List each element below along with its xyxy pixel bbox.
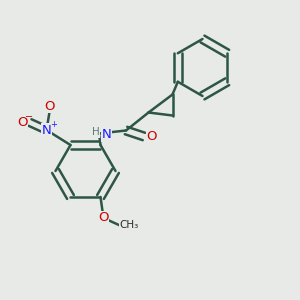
Text: H: H (92, 127, 100, 137)
Text: O: O (98, 212, 109, 224)
Text: N: N (42, 124, 51, 136)
Text: N: N (102, 128, 111, 142)
Text: CH₃: CH₃ (119, 220, 139, 230)
Text: O: O (146, 130, 157, 143)
Text: −: − (25, 112, 33, 122)
Text: O: O (44, 100, 55, 112)
Text: +: + (50, 120, 56, 129)
Text: O: O (17, 116, 28, 129)
